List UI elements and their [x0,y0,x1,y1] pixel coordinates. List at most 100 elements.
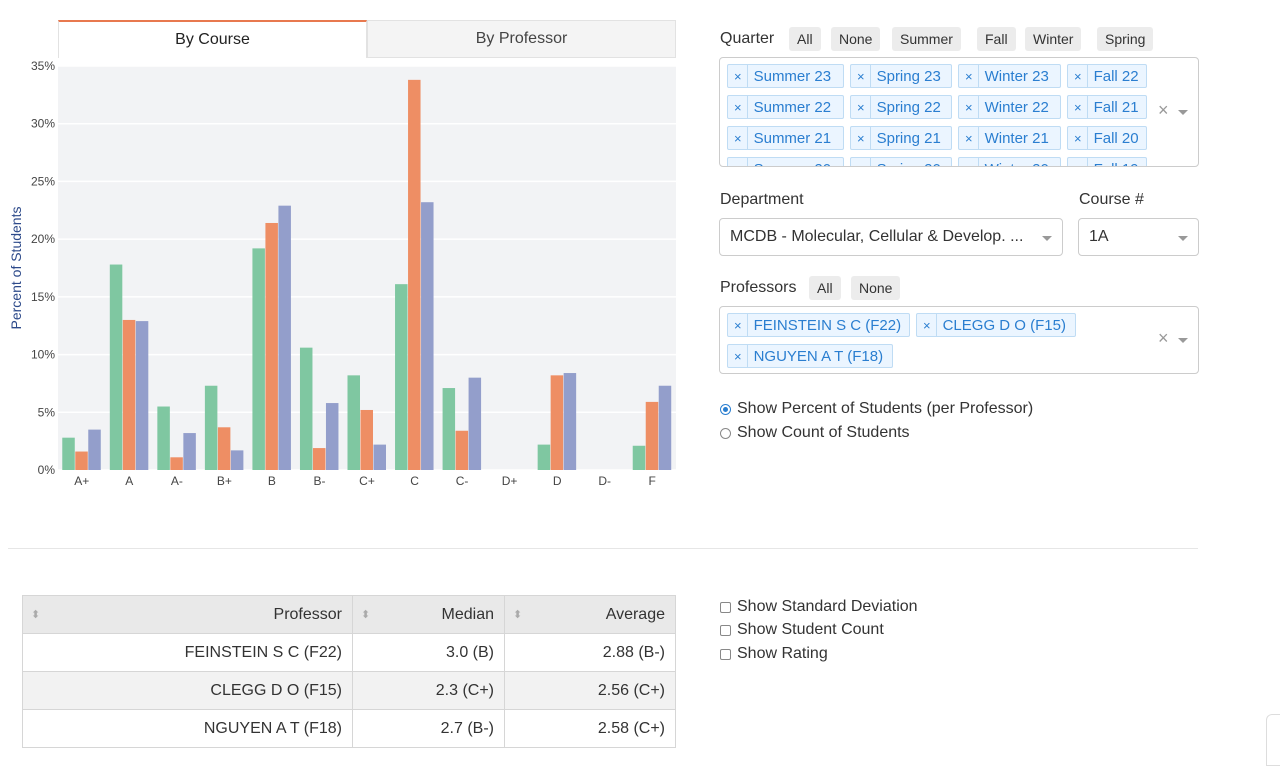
show-rating-checkbox[interactable]: Show Rating [720,645,828,663]
x-tick-label: D [553,474,562,488]
department-select[interactable]: MCDB - Molecular, Cellular & Develop. ..… [719,218,1063,256]
tab-by-course[interactable]: By Course [58,20,367,58]
professor-tag-label: CLEGG D O (F15) [942,317,1066,334]
y-tick-label: 30% [31,117,55,131]
median-cell: 3.0 (B) [352,633,505,672]
quarter-chevron-down-icon[interactable] [1178,110,1188,115]
show-count-radio[interactable]: Show Count of Students [720,424,910,442]
quarter-tag: × Winter 21 [958,126,1061,150]
quarter-tag: × Spring 21 [850,126,952,150]
remove-tag-icon[interactable]: × [1068,65,1088,87]
quarter-tag-label: Winter 22 [984,99,1049,116]
professor-column-header[interactable]: ⬍ Professor [22,595,353,634]
show-percent-radio[interactable]: Show Percent of Students (per Professor) [720,400,1033,418]
quarter-tag-label: Winter 20 [979,158,1055,166]
quarter-summer-button[interactable]: Summer [892,27,961,51]
remove-tag-icon[interactable]: × [1068,158,1088,166]
show-student-count-checkbox[interactable]: Show Student Count [720,621,884,639]
quarter-tag: ×Summer 20 [727,157,844,166]
y-tick-label: 0% [38,463,56,477]
x-tick-label: D+ [502,474,518,488]
tab-by-professor[interactable]: By Professor [367,20,676,58]
show-std-dev-label: Show Standard Deviation [737,598,918,615]
professor-tag: × CLEGG D O (F15) [916,313,1076,337]
checkbox-icon [720,648,731,660]
quarter-tag-label: Summer 20 [748,158,838,166]
professors-clear-icon[interactable]: × [1158,328,1169,348]
remove-tag-icon[interactable]: × [851,127,871,149]
department-label: Department [720,191,804,208]
quarter-tag-label: Fall 22 [1093,68,1139,85]
remove-tag-icon[interactable]: × [959,158,979,166]
professor-cell: CLEGG D O (F15) [22,671,353,710]
show-percent-label: Show Percent of Students (per Professor) [737,400,1034,417]
quarter-tag: × Winter 23 [958,64,1061,88]
quarter-none-button[interactable]: None [831,27,881,51]
remove-tag-icon[interactable]: × [851,158,871,166]
x-tick-label: B [268,474,276,488]
remove-tag-icon[interactable]: × [1068,127,1088,149]
bar [278,205,291,470]
professor-tag: × FEINSTEIN S C (F22) [727,313,910,337]
quarter-tag: × Fall 22 [1067,64,1147,88]
remove-tag-icon[interactable]: × [728,314,748,336]
remove-tag-icon[interactable]: × [917,314,937,336]
quarter-multiselect[interactable]: × Summer 23 × Spring 23 × Winter 23 × Fall 22 × S… [719,57,1199,167]
x-tick-label: C- [456,474,469,488]
quarter-label: Quarter [720,30,775,47]
bar [468,377,482,470]
bar [347,375,360,470]
x-tick-label: D- [598,474,611,488]
show-rating-label: Show Rating [737,645,828,662]
remove-tag-icon[interactable]: × [851,96,871,118]
quarter-clear-icon[interactable]: × [1158,100,1169,120]
quarter-tag: × Winter 22 [958,95,1061,119]
quarter-fall-button[interactable]: Fall [977,27,1016,51]
professors-multiselect[interactable]: × FEINSTEIN S C (F22) × CLEGG D O (F15) × NGU… [719,306,1199,374]
median-cell: 2.7 (B-) [352,709,505,748]
bar [537,444,551,470]
quarter-tag: ×Spring 20 [850,157,952,166]
quarter-tag-label: Fall 20 [1093,130,1139,147]
section-divider [8,548,1198,549]
show-std-dev-checkbox[interactable]: Show Standard Deviation [720,598,918,616]
remove-tag-icon[interactable]: × [728,96,748,118]
average-column-header[interactable]: ⬍ Average [504,595,676,634]
quarter-tag-label: Spring 22 [876,99,941,116]
checkbox-icon [720,624,731,636]
bar [183,433,196,470]
bar [421,202,434,470]
sort-icon: ⬍ [31,609,41,621]
quarter-tag-label: Spring 20 [871,158,947,166]
remove-tag-icon[interactable]: × [728,158,748,166]
remove-tag-icon[interactable]: × [728,65,748,87]
show-count-label: Show Count of Students [737,424,910,441]
quarter-tag-label: Fall 21 [1093,99,1139,116]
professors-chevron-down-icon[interactable] [1178,338,1188,343]
quarter-winter-button[interactable]: Winter [1025,27,1082,51]
remove-tag-icon[interactable]: × [959,65,979,87]
professors-all-button[interactable]: All [809,276,841,300]
remove-tag-icon[interactable]: × [959,96,979,118]
x-tick-label: A+ [74,474,89,488]
remove-tag-icon[interactable]: × [1068,96,1088,118]
average-cell: 2.88 (B-) [504,633,676,672]
professors-none-button[interactable]: None [851,276,901,300]
remove-tag-icon[interactable]: × [728,345,748,367]
bar [265,222,278,470]
remove-tag-icon[interactable]: × [851,65,871,87]
quarter-all-button[interactable]: All [789,27,821,51]
plot-background [58,66,676,470]
quarter-tag: × Spring 23 [850,64,952,88]
radio-selected-icon [720,403,731,415]
department-value: MCDB - Molecular, Cellular & Develop. ..… [730,228,1024,245]
quarter-spring-button[interactable]: Spring [1097,27,1154,51]
median-column-header[interactable]: ⬍ Median [352,595,505,634]
remove-tag-icon[interactable]: × [728,127,748,149]
quarter-tag: × Summer 23 [727,64,844,88]
remove-tag-icon[interactable]: × [959,127,979,149]
x-tick-label: A- [171,474,183,488]
bar [455,430,469,470]
quarter-tag-label: Winter 23 [984,68,1049,85]
course-select[interactable]: 1A [1078,218,1199,256]
